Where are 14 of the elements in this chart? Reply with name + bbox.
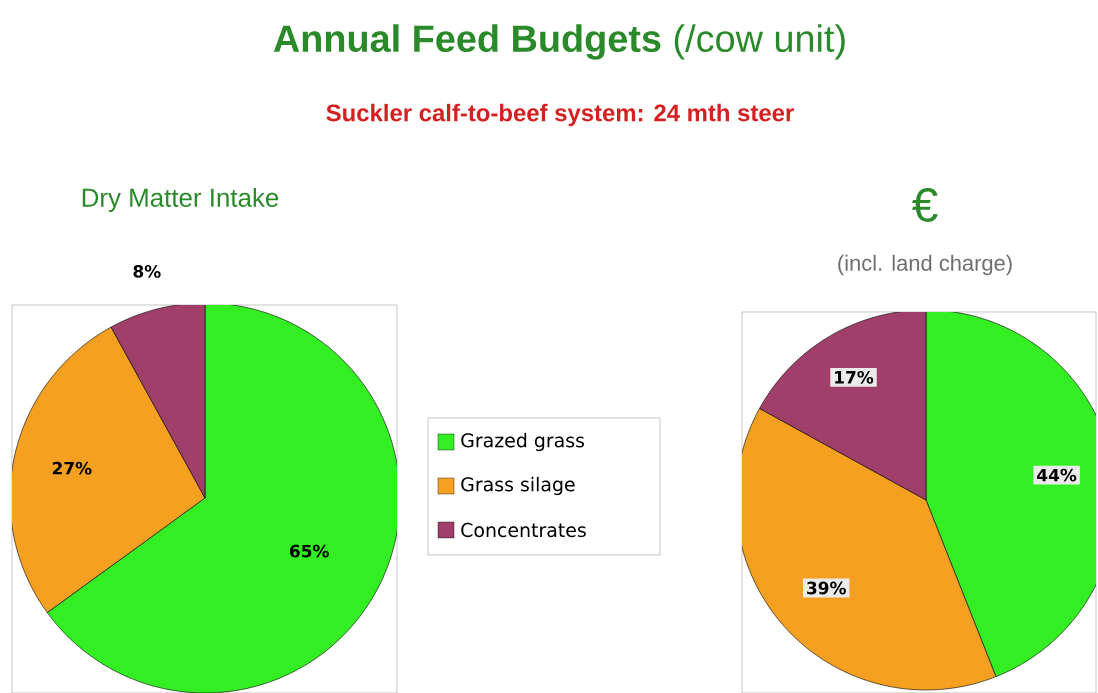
text: Annual Feed Budgets (/cow unit) xyxy=(273,24,845,60)
data-label: 17% xyxy=(835,370,874,384)
data-label: 27% xyxy=(52,461,92,475)
chart-title: Dry Matter Intake xyxy=(82,187,279,212)
data-label: 39% xyxy=(807,581,846,595)
text: Suckler calf-to-beef system: 24 mth steer xyxy=(326,103,794,127)
data-label: 65% xyxy=(289,544,329,558)
data-label: 8% xyxy=(133,264,161,278)
legend-label: Grass silage xyxy=(461,476,575,496)
legend-label: Concentrates xyxy=(461,522,586,538)
chart-title: € xyxy=(912,187,938,222)
legend-label: Grazed grass xyxy=(461,432,585,452)
data-label: 44% xyxy=(1037,468,1077,482)
chart-subtitle: (incl. land charge) xyxy=(838,254,1012,276)
